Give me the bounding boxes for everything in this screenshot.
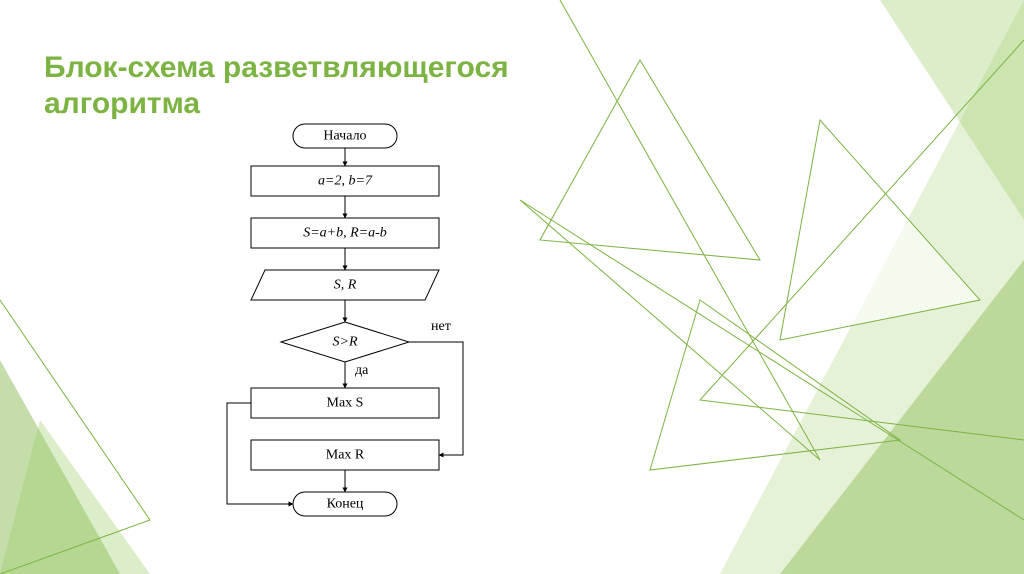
flow-node-maxS: Max S bbox=[251, 388, 439, 418]
flow-node-init: a=2, b=7 bbox=[251, 166, 439, 196]
flow-node-label: Max S bbox=[327, 396, 364, 411]
flow-node-maxR: Max R bbox=[251, 440, 439, 470]
flow-node-io: S, R bbox=[251, 270, 439, 300]
title-line-1: Блок-схема разветвляющегося bbox=[44, 51, 509, 84]
flow-node-label: Конец bbox=[327, 497, 364, 512]
flow-node-label: Начало bbox=[323, 129, 366, 144]
flow-node-dec: S>R bbox=[281, 322, 409, 362]
flow-node-label: S>R bbox=[333, 335, 358, 350]
flow-node-calc: S=a+b, R=a-b bbox=[251, 218, 439, 248]
flowchart: да нет Начало a=2, b=7 S=a+b, R=a-b S, R S>R Ma… bbox=[185, 122, 505, 522]
flow-edge-label: нет bbox=[431, 319, 451, 334]
flow-edge-label: да bbox=[355, 363, 369, 378]
flow-node-label: S=a+b, R=a-b bbox=[303, 226, 387, 241]
flow-node-label: Max R bbox=[326, 448, 365, 463]
flow-node-label: S, R bbox=[334, 278, 357, 293]
flow-node-end: Конец bbox=[293, 492, 397, 516]
title-line-2: алгоритма bbox=[44, 87, 200, 120]
slide-title: Блок-схема разветвляющегося алгоритма bbox=[44, 50, 509, 122]
flow-node-start: Начало bbox=[293, 124, 397, 148]
flow-node-label: a=2, b=7 bbox=[318, 174, 373, 189]
